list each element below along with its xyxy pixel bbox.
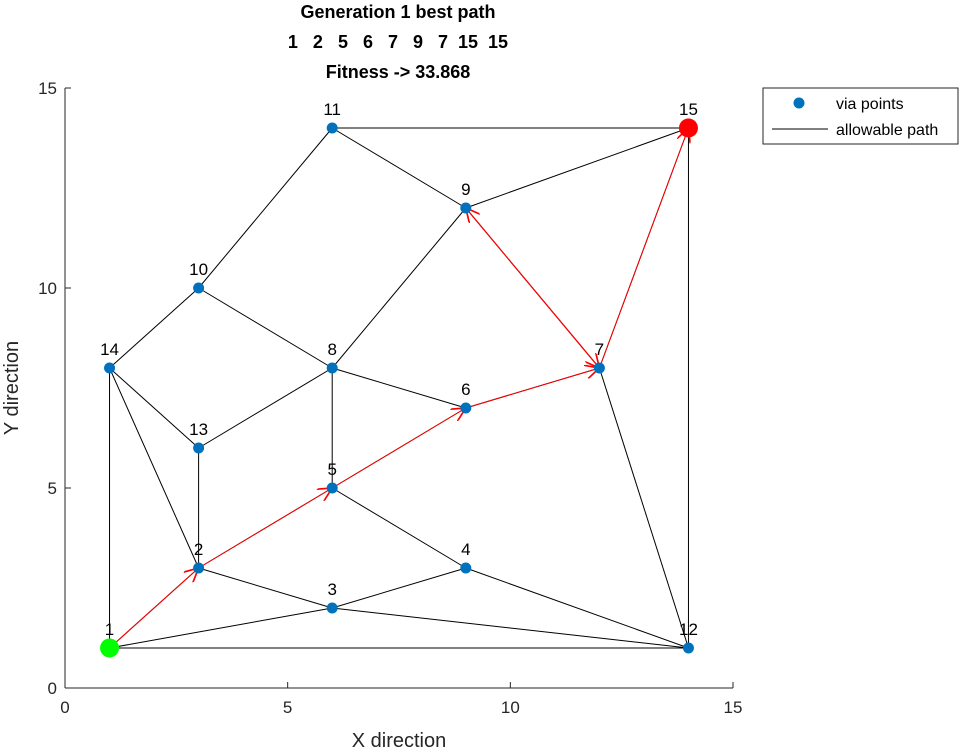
edge-8-13 (198, 367, 333, 449)
chart-title-line-1: Generation 1 best path (300, 2, 495, 22)
y-tick-label: 0 (48, 679, 57, 698)
edge-3-12 (332, 607, 689, 649)
node-label-12: 12 (679, 620, 698, 639)
node-label-13: 13 (189, 420, 208, 439)
via-points (100, 118, 698, 658)
node-label-4: 4 (461, 540, 470, 559)
via-point-3 (326, 602, 338, 614)
node-label-15: 15 (679, 100, 698, 119)
node-label-1: 1 (105, 620, 114, 639)
chart-title-line-3: Fitness -> 33.868 (326, 62, 471, 82)
y-tick-label: 5 (48, 479, 57, 498)
x-tick-label: 10 (501, 698, 520, 717)
via-point-8 (326, 362, 338, 374)
legend-marker-via-points (793, 97, 805, 109)
node-label-6: 6 (461, 380, 470, 399)
path-arrow-7-15 (598, 128, 688, 369)
edge-9-11 (331, 127, 467, 209)
via-point-5 (326, 482, 338, 494)
chart-title-line-2: 1 2 5 6 7 9 7 15 15 (288, 32, 508, 52)
best-path-arrows (109, 128, 689, 649)
path-arrow-1-2 (109, 568, 199, 649)
via-point-9 (460, 202, 472, 214)
x-tick-label: 15 (724, 698, 743, 717)
x-axis-label: X direction (352, 730, 447, 751)
node-label-3: 3 (327, 580, 336, 599)
via-point-11 (326, 122, 338, 134)
start-point (100, 638, 120, 658)
x-tick-label: 0 (60, 698, 69, 717)
path-arrow-5-6 (331, 408, 466, 489)
path-arrow-9-7 (465, 207, 600, 368)
node-label-2: 2 (194, 540, 203, 559)
path-arrow-6-7 (465, 368, 600, 409)
via-point-14 (104, 362, 116, 374)
edge-7-12 (598, 367, 689, 649)
via-point-13 (193, 442, 205, 454)
edge-10-11 (198, 127, 333, 289)
legend-label-allowable-path: allowable path (836, 122, 938, 139)
edge-13-14 (109, 367, 199, 449)
via-point-10 (193, 282, 205, 294)
path-arrow-2-5 (198, 488, 333, 569)
legend-box (762, 87, 959, 145)
edge-9-15 (465, 127, 689, 209)
goal-point (678, 118, 698, 138)
y-tick-label: 10 (38, 279, 57, 298)
node-label-9: 9 (461, 180, 470, 199)
edge-8-10 (198, 287, 333, 369)
via-point-4 (460, 562, 472, 574)
edge-3-4 (332, 567, 466, 609)
via-point-2 (193, 562, 205, 574)
edge-8-9 (331, 207, 467, 369)
node-label-5: 5 (327, 460, 336, 479)
edge-4-5 (331, 487, 467, 569)
edge-1-3 (109, 607, 333, 649)
node-label-8: 8 (327, 340, 336, 359)
x-tick-label: 5 (283, 698, 292, 717)
edge-6-8 (332, 367, 466, 409)
via-point-7 (593, 362, 605, 374)
edge-10-14 (109, 287, 199, 369)
node-label-10: 10 (189, 260, 208, 279)
legend: via points allowable path (762, 87, 959, 145)
node-label-14: 14 (100, 340, 119, 359)
legend-label-via-points: via points (836, 96, 904, 113)
y-axis-label: Y direction (1, 341, 23, 435)
edge-2-3 (198, 567, 333, 609)
node-label-11: 11 (323, 100, 341, 119)
node-label-7: 7 (595, 340, 604, 359)
y-tick-label: 15 (38, 79, 57, 98)
edge-4-12 (465, 567, 689, 649)
edge-2-14 (109, 367, 200, 569)
via-point-6 (460, 402, 472, 414)
via-point-12 (682, 642, 694, 654)
